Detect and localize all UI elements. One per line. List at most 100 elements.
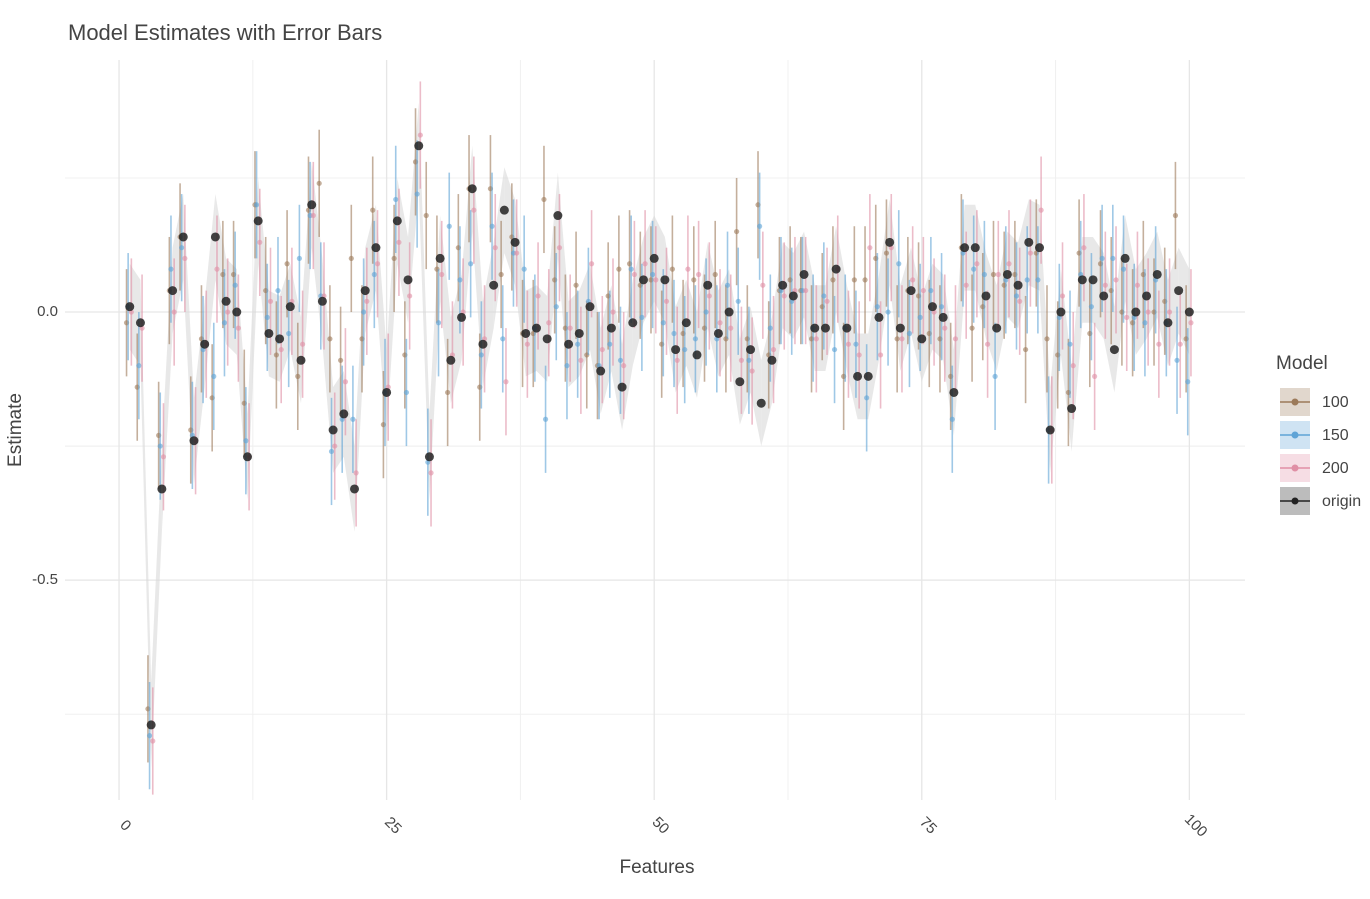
point — [435, 253, 445, 263]
point — [242, 452, 252, 462]
point — [927, 302, 937, 312]
point — [1124, 314, 1130, 320]
point — [489, 280, 499, 290]
point — [949, 416, 955, 422]
point — [1024, 237, 1034, 247]
point — [920, 287, 926, 294]
point — [310, 212, 316, 219]
point — [703, 280, 713, 290]
point — [1109, 345, 1119, 355]
point — [669, 266, 675, 272]
point — [1070, 363, 1076, 369]
ribbon-segment — [472, 145, 483, 388]
point — [499, 205, 509, 215]
point — [1045, 425, 1055, 435]
x-tick-label: 25 — [381, 814, 405, 838]
point — [556, 245, 563, 251]
point — [778, 280, 788, 290]
point — [1177, 341, 1183, 347]
point — [992, 373, 998, 379]
point — [374, 261, 381, 267]
point — [1088, 275, 1098, 285]
point — [446, 355, 456, 365]
point — [990, 271, 997, 278]
point — [992, 323, 1002, 333]
point — [278, 346, 284, 353]
point — [285, 302, 295, 312]
point — [864, 395, 870, 401]
ribbon-segment — [846, 285, 858, 420]
point — [542, 416, 549, 422]
point — [171, 309, 177, 315]
point — [851, 277, 857, 283]
point — [492, 245, 498, 251]
point — [300, 341, 306, 347]
point — [899, 336, 905, 342]
point — [273, 352, 279, 358]
ribbon-segment — [1018, 199, 1029, 329]
point — [417, 132, 423, 138]
point — [756, 398, 766, 408]
point — [856, 352, 862, 358]
point — [984, 341, 991, 347]
point — [1131, 307, 1141, 317]
point — [928, 287, 934, 294]
x-tick-label: 75 — [916, 814, 940, 838]
point — [332, 443, 338, 449]
point — [371, 243, 381, 253]
point — [371, 271, 377, 278]
point — [317, 296, 327, 306]
point — [685, 266, 691, 272]
point — [1092, 373, 1098, 379]
point — [842, 323, 852, 333]
point — [284, 261, 290, 267]
point — [896, 261, 902, 267]
legend-key-point — [1291, 464, 1299, 472]
point — [360, 286, 370, 296]
point — [160, 454, 167, 460]
point — [981, 291, 991, 301]
point — [1013, 280, 1023, 290]
point — [243, 438, 249, 444]
point — [1081, 245, 1087, 251]
point — [1166, 309, 1173, 315]
point — [1185, 379, 1191, 385]
point — [1174, 357, 1180, 363]
point — [906, 330, 913, 337]
ribbon-segment — [322, 258, 334, 473]
point — [767, 355, 777, 365]
ribbon-segment — [204, 194, 216, 388]
point — [724, 282, 731, 288]
point — [575, 341, 581, 347]
point — [1024, 277, 1030, 283]
point — [995, 271, 1001, 278]
point — [799, 269, 809, 279]
point — [981, 271, 987, 278]
point — [885, 237, 895, 247]
point — [628, 318, 638, 328]
point — [738, 357, 745, 363]
point — [567, 325, 573, 331]
point — [1110, 255, 1116, 262]
point — [638, 275, 648, 285]
point — [1077, 275, 1087, 285]
point — [649, 253, 659, 263]
point — [1002, 269, 1012, 279]
point — [588, 261, 595, 267]
point — [824, 298, 830, 304]
point — [253, 202, 260, 208]
point — [168, 266, 174, 272]
legend-key-point — [1291, 398, 1299, 406]
point — [749, 368, 755, 374]
point — [821, 293, 827, 299]
point — [585, 302, 595, 312]
point — [428, 470, 434, 476]
point — [424, 452, 434, 462]
point — [542, 334, 552, 344]
point — [1067, 341, 1073, 347]
point — [403, 389, 410, 396]
ribbon-segment — [536, 285, 548, 382]
point — [831, 346, 838, 353]
point — [1088, 304, 1095, 310]
